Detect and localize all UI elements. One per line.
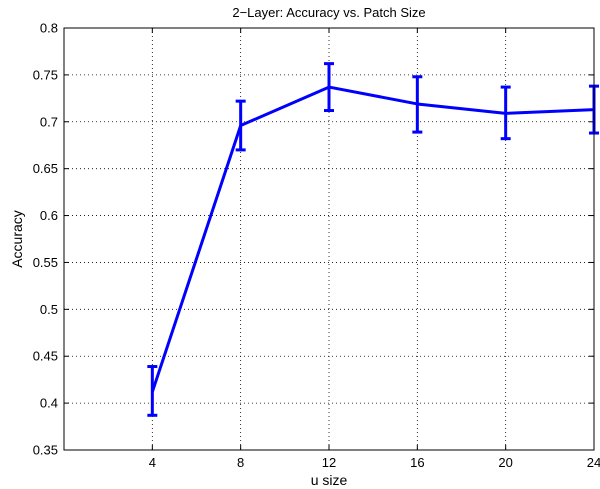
y-axis-label: Accuracy: [9, 210, 25, 268]
x-tick-label: 16: [410, 455, 424, 470]
y-tick-label: 0.35: [33, 443, 58, 458]
y-tick-label: 0.55: [33, 255, 58, 270]
y-tick-label: 0.5: [40, 302, 58, 317]
chart-title: 2−Layer: Accuracy vs. Patch Size: [232, 5, 425, 20]
x-tick-label: 24: [587, 455, 600, 470]
x-axis-label: u size: [311, 472, 348, 488]
y-tick-label: 0.45: [33, 349, 58, 364]
y-tick-label: 0.7: [40, 114, 58, 129]
data-layer: [147, 62, 599, 417]
y-tick-label: 0.75: [33, 67, 58, 82]
x-tick-label: 12: [322, 455, 336, 470]
y-tick-label: 0.4: [40, 396, 58, 411]
series-line: [150, 85, 595, 393]
y-tick-label: 0.8: [40, 21, 58, 36]
x-tick-label: 4: [149, 455, 156, 470]
y-tick-label: 0.6: [40, 208, 58, 223]
x-tick-label: 20: [498, 455, 512, 470]
plot-frame: [63, 27, 595, 451]
y-tick-label: 0.65: [33, 161, 58, 176]
axis-ticks: 4 8 12 16 20 24 0.35 0.4 0.45 0.5 0.55 0.6 0.65 0.7 0.…: [33, 21, 600, 471]
x-tick-label: 8: [237, 455, 244, 470]
